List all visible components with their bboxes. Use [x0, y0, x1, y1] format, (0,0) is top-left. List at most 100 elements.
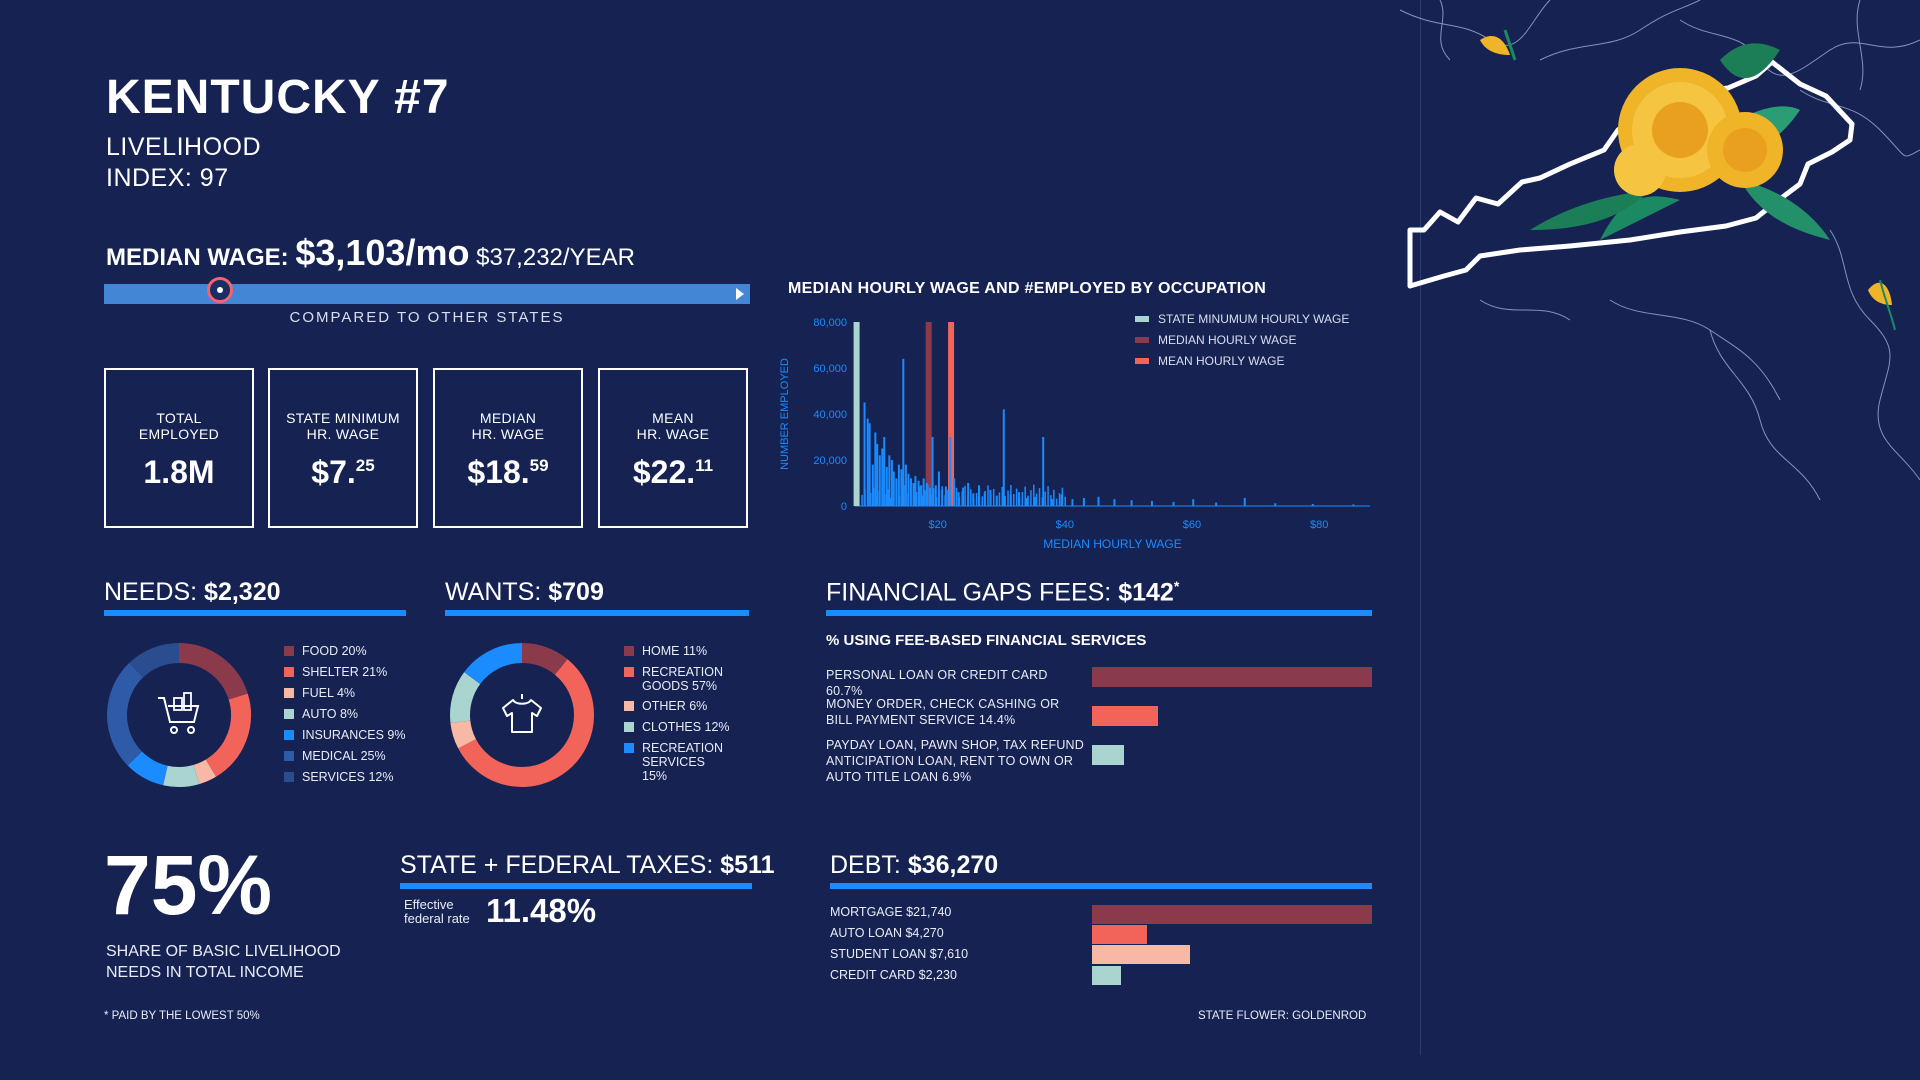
debt-bar: [1092, 966, 1121, 985]
needs-donut-slice: [163, 764, 200, 787]
legend-label: MEDIAN HOURLY WAGE: [1158, 333, 1296, 347]
data-bar: [992, 488, 995, 506]
page-title: KENTUCKY #7: [106, 71, 450, 124]
data-bar: [1172, 501, 1175, 506]
data-bar: [1027, 495, 1029, 506]
data-bar: [872, 487, 875, 506]
needs-donut-slice: [178, 643, 248, 700]
wants-amount: $709: [548, 578, 604, 606]
stat-label: HR. WAGE: [471, 426, 545, 442]
data-bar: [863, 402, 866, 506]
data-bar: [984, 490, 986, 506]
fin-row-label: MONEY ORDER, CHECK CASHING OR BILL PAYME…: [826, 697, 1060, 727]
data-bar: [932, 488, 935, 506]
data-bar: [961, 491, 963, 506]
data-bar: [869, 492, 872, 506]
y-tick-label: 80,000: [813, 317, 847, 329]
compared-label: COMPARED TO OTHER STATES: [289, 309, 565, 326]
wants-donut-slice: [450, 720, 477, 749]
needs-donut-slice: [205, 693, 251, 777]
legend-swatch: [284, 688, 294, 698]
data-bar: [1051, 499, 1054, 506]
fin-bar: [1092, 745, 1124, 765]
debt-row-label: CREDIT CARD $2,230: [830, 968, 957, 982]
legend-swatch: [284, 730, 294, 740]
y-tick-label: 20,000: [813, 455, 847, 467]
data-bar: [941, 486, 943, 506]
data-bar: [930, 493, 932, 506]
needs-amount: $2,320: [204, 578, 281, 606]
legend-swatch: [624, 667, 634, 677]
debt-heading: DEBT: $36,270: [830, 851, 998, 880]
data-bar: [897, 464, 900, 506]
stat-total-employed: TOTAL EMPLOYED 1.8M: [104, 368, 254, 528]
data-bar: [944, 486, 947, 506]
financial-amount: $142: [1118, 578, 1174, 607]
debt-row-label: STUDENT LOAN $7,610: [830, 947, 969, 961]
data-bar: [1192, 499, 1195, 506]
data-bar: [1044, 491, 1046, 506]
data-bar: [947, 489, 949, 506]
needs-legend-item: AUTO 8%: [284, 707, 406, 721]
reference-bar: [948, 322, 955, 506]
data-bar: [950, 498, 952, 506]
data-bar: [925, 483, 928, 506]
data-bar: [884, 494, 886, 506]
needs-donut-slice: [107, 662, 144, 766]
data-bar: [920, 485, 923, 506]
legend-label: MEAN HOURLY WAGE: [1158, 354, 1284, 368]
reference-bar: [925, 322, 932, 506]
data-bar: [864, 489, 866, 506]
needs-rule: [104, 610, 406, 616]
legend-label: RECREATION GOODS 57%: [642, 665, 724, 693]
data-bar: [889, 498, 892, 506]
stat-value-cents: 59: [529, 456, 549, 475]
needs-donut-slice: [127, 751, 168, 786]
data-bar: [931, 437, 934, 506]
data-bar: [900, 469, 903, 506]
legend-swatch: [284, 646, 294, 656]
data-bar: [1082, 497, 1085, 506]
legend-swatch: [284, 709, 294, 719]
stat-label: MEAN: [652, 410, 694, 426]
divider: [1420, 0, 1421, 1055]
debt-bar: [1092, 945, 1190, 964]
data-bar: [978, 487, 981, 506]
footnote: * PAID BY THE LOWEST 50%: [104, 1010, 260, 1022]
data-bar: [881, 485, 883, 506]
taxes-heading: STATE + FEDERAL TAXES: $511: [400, 851, 774, 880]
data-bar: [888, 455, 891, 506]
legend-label: MEDICAL 25%: [302, 749, 386, 763]
data-bar: [1012, 494, 1015, 506]
wants-legend-item: RECREATION SERVICES 15%: [624, 741, 732, 783]
reference-bar: [853, 322, 860, 506]
legend-swatch: [284, 667, 294, 677]
data-bar: [887, 489, 889, 506]
data-bar: [1097, 496, 1100, 506]
legend-label: RECREATION SERVICES 15%: [642, 741, 724, 783]
data-bar: [1050, 495, 1052, 506]
x-tick-label: $20: [928, 519, 946, 531]
comparison-slider: [104, 277, 750, 304]
data-bar: [1047, 486, 1049, 506]
legend-label: CLOTHES 12%: [642, 720, 730, 734]
data-bar: [881, 448, 884, 506]
data-bar: [909, 488, 912, 506]
t-shirt-icon: [502, 694, 542, 733]
data-bar: [1021, 492, 1024, 506]
data-bar: [1025, 497, 1028, 506]
data-bar: [866, 418, 869, 506]
data-bar: [990, 494, 992, 506]
footnote-mark: *: [1173, 578, 1180, 594]
data-bar: [924, 490, 926, 506]
needs-heading: NEEDS: $2,320: [104, 578, 281, 607]
stat-mean-wage: MEAN HR. WAGE $22.11: [598, 368, 748, 528]
median-wage-yearly: $37,232/YEAR: [476, 244, 635, 271]
debt-row-label: MORTGAGE $21,740: [830, 905, 952, 919]
x-axis-label: MEDIAN HOURLY WAGE: [1043, 537, 1181, 551]
occupation-chart: 0 20,000 40,000 60,000 80,000 $20 $40 $60 $80 MED…: [779, 312, 1370, 551]
data-bar: [874, 432, 877, 506]
goldenrod-flower-icon: [1480, 29, 1896, 331]
needs-legend-item: FOOD 20%: [284, 644, 406, 658]
taxes-label: STATE + FEDERAL TAXES:: [400, 851, 714, 879]
